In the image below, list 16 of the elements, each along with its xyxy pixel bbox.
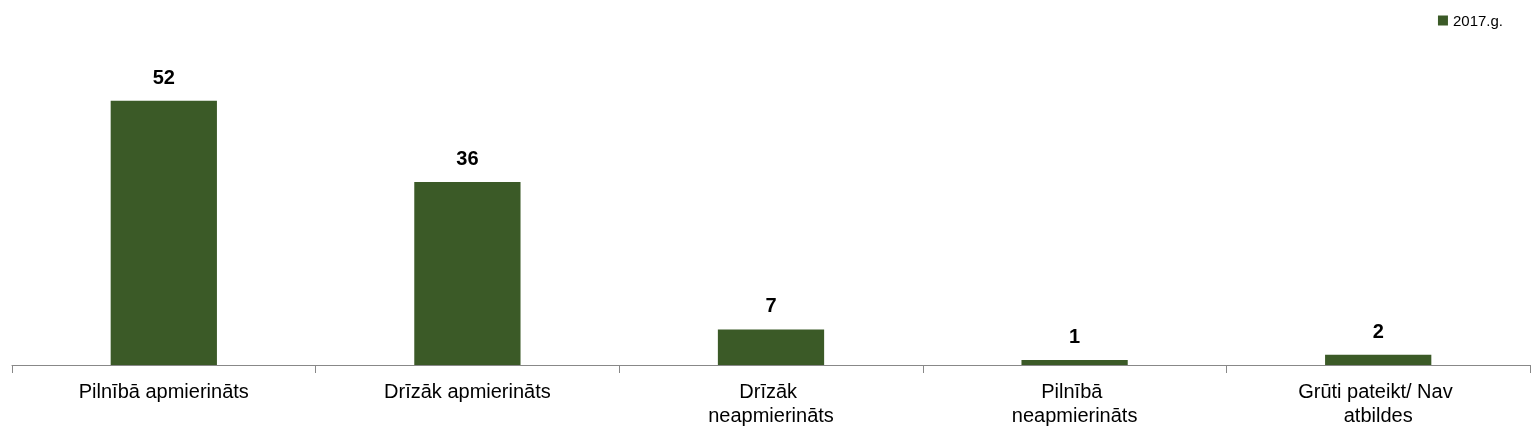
bar bbox=[110, 100, 217, 365]
bar bbox=[1325, 354, 1432, 365]
x-tick-label: Grūti pateikt/ Nav atbildes bbox=[1298, 380, 1459, 426]
legend-label: 2017.g. bbox=[1452, 12, 1503, 29]
data-label: 52 bbox=[152, 65, 175, 88]
data-label: 7 bbox=[765, 294, 777, 317]
bar bbox=[414, 182, 521, 365]
x-tick-label: Pilnībā neapmierināts bbox=[1011, 380, 1138, 426]
data-label: 2 bbox=[1372, 319, 1384, 342]
x-tick-label: Drīzāk neapmierināts bbox=[708, 380, 834, 426]
data-label: 1 bbox=[1069, 324, 1081, 347]
data-label: 36 bbox=[456, 147, 479, 169]
bar bbox=[717, 329, 825, 365]
bar bbox=[1021, 359, 1128, 365]
x-tick-label: Pilnībā apmierināts bbox=[78, 380, 249, 402]
x-tick-label: Drīzāk apmierināts bbox=[384, 380, 551, 402]
